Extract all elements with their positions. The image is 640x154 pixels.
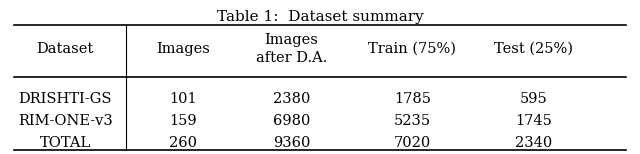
Text: 595: 595 xyxy=(520,92,547,106)
Text: Dataset: Dataset xyxy=(36,42,93,56)
Text: 1785: 1785 xyxy=(394,92,431,106)
Text: 2380: 2380 xyxy=(273,92,310,106)
Text: Table 1:  Dataset summary: Table 1: Dataset summary xyxy=(216,10,424,24)
Text: 6980: 6980 xyxy=(273,114,310,128)
Text: TOTAL: TOTAL xyxy=(40,136,91,150)
Text: 1745: 1745 xyxy=(515,114,552,128)
Text: 260: 260 xyxy=(169,136,197,150)
Text: 2340: 2340 xyxy=(515,136,552,150)
Text: Train (75%): Train (75%) xyxy=(369,42,456,56)
Text: 159: 159 xyxy=(169,114,197,128)
Text: RIM-ONE-v3: RIM-ONE-v3 xyxy=(18,114,113,128)
Text: 9360: 9360 xyxy=(273,136,310,150)
Text: 5235: 5235 xyxy=(394,114,431,128)
Text: 7020: 7020 xyxy=(394,136,431,150)
Text: Images
after D.A.: Images after D.A. xyxy=(255,33,327,65)
Text: DRISHTI-GS: DRISHTI-GS xyxy=(19,92,112,106)
Text: Images: Images xyxy=(156,42,210,56)
Text: 101: 101 xyxy=(169,92,197,106)
Text: Test (25%): Test (25%) xyxy=(494,42,573,56)
